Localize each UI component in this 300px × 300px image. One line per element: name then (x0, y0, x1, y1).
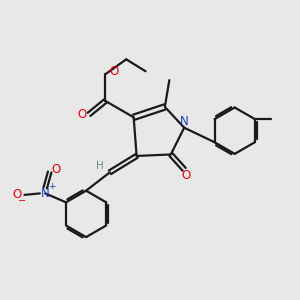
Text: O: O (182, 169, 191, 182)
Text: −: − (18, 196, 26, 206)
Text: N: N (180, 115, 189, 128)
Text: +: + (48, 182, 56, 191)
Text: O: O (52, 163, 61, 176)
Text: O: O (109, 65, 119, 78)
Text: O: O (12, 188, 22, 201)
Text: H: H (96, 161, 104, 171)
Text: N: N (41, 187, 50, 200)
Text: O: O (77, 108, 86, 122)
